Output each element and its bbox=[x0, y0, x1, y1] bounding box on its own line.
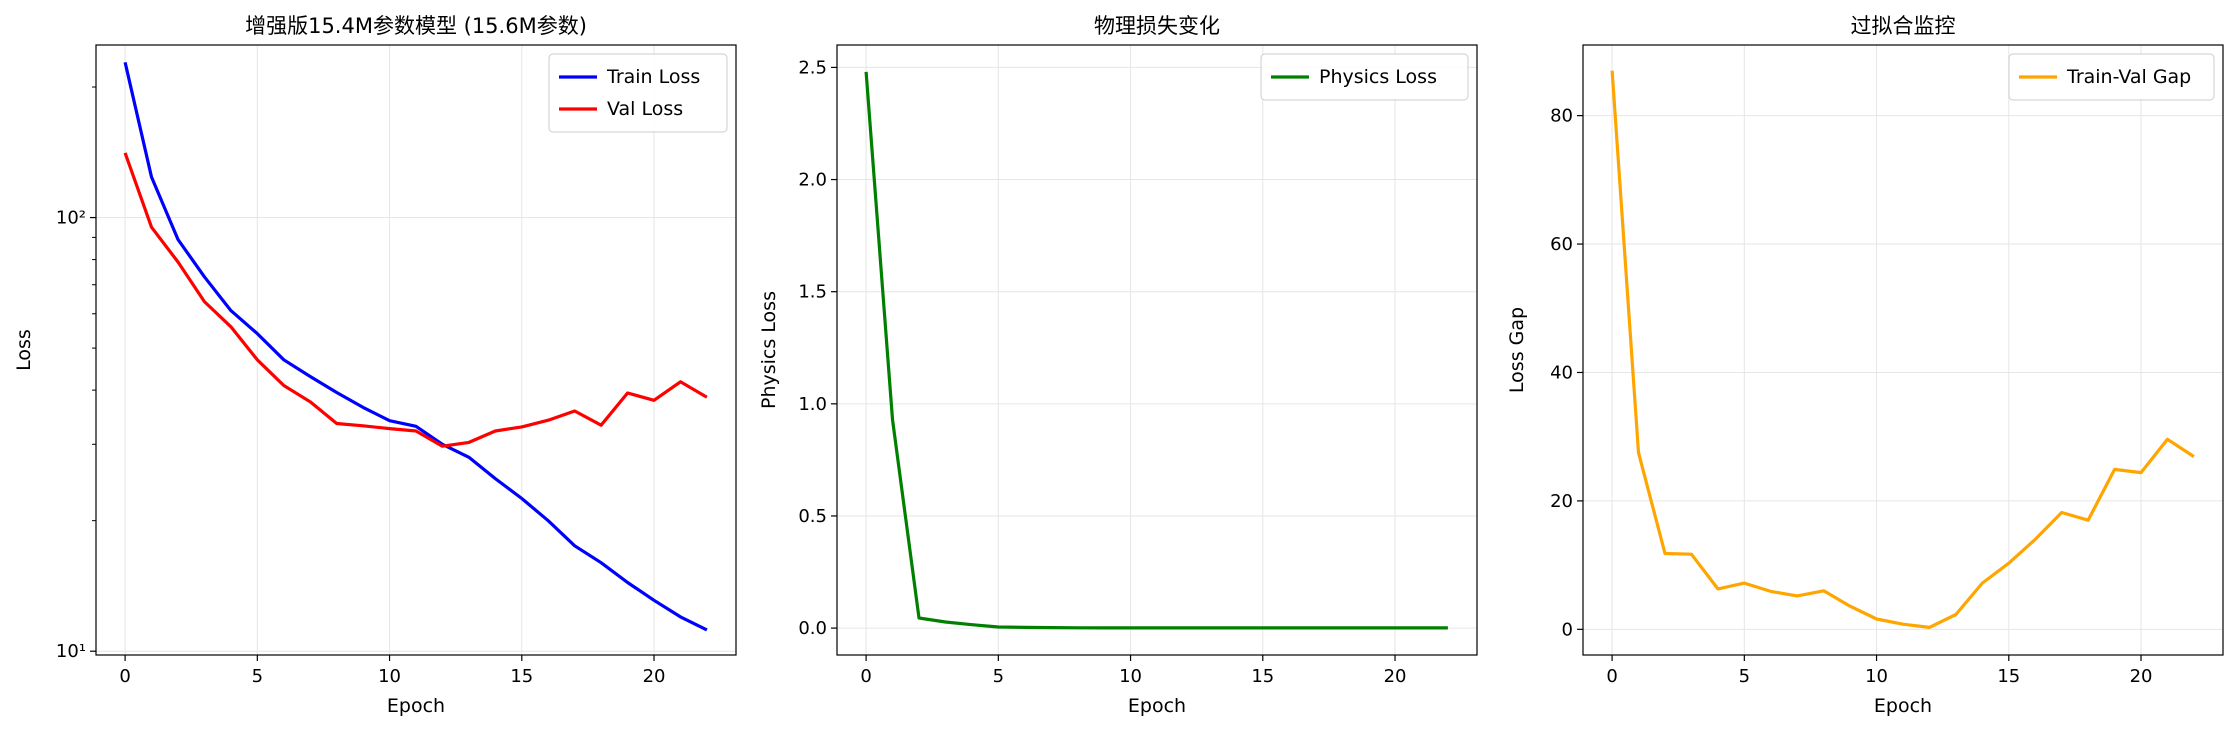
panel-physics-loss: 0 5 10 15 20 0.0 0.5 1.0 1.5 2.0 2.5 物理损失变化 Epoch Phy… bbox=[758, 14, 1478, 717]
x-tick-label: 20 bbox=[643, 666, 666, 687]
y-tick-label: 1.0 bbox=[798, 394, 827, 415]
plot-frame bbox=[1582, 44, 2224, 656]
panel-overfit-monitor: 0 5 10 15 20 0 20 40 60 80 过拟合监控 Epoch Loss Gap Train… bbox=[1506, 14, 2224, 717]
y-tick-label: 10² bbox=[56, 208, 86, 229]
x-tick-label: 5 bbox=[1739, 666, 1750, 687]
legend-box bbox=[2008, 53, 2215, 101]
x-tick-label: 10 bbox=[1865, 666, 1888, 687]
y-tick-label: 0.0 bbox=[798, 618, 827, 639]
y-tick-label: 40 bbox=[1550, 362, 1573, 383]
legend-box bbox=[1260, 53, 1469, 101]
y-tick-label: 0 bbox=[1562, 619, 1573, 640]
x-tick-label: 15 bbox=[1997, 666, 2020, 687]
x-tick-label: 5 bbox=[993, 666, 1004, 687]
legend-label: Physics Loss bbox=[1319, 66, 1437, 88]
panel-loss: 0 5 10 15 20 10¹ 10² 增强版15.4M参数模型 (15.6M参数) Epoc… bbox=[13, 14, 737, 717]
legend: Train Loss Val Loss bbox=[548, 53, 728, 133]
x-tick-label: 0 bbox=[860, 666, 871, 687]
y-tick-label: 2.5 bbox=[798, 57, 827, 78]
x-tick-label: 0 bbox=[1606, 666, 1617, 687]
y-axis-label: Loss Gap bbox=[1506, 307, 1528, 393]
x-axis-label: Epoch bbox=[1874, 695, 1932, 717]
plot-frame bbox=[95, 44, 737, 656]
x-tick-label: 10 bbox=[378, 666, 401, 687]
x-tick-label: 15 bbox=[510, 666, 533, 687]
y-axis-label: Loss bbox=[13, 329, 35, 371]
x-axis-label: Epoch bbox=[1128, 695, 1186, 717]
x-tick-label: 5 bbox=[252, 666, 263, 687]
x-tick-label: 20 bbox=[2130, 666, 2153, 687]
chart-title: 过拟合监控 bbox=[1851, 14, 1956, 38]
x-tick-label: 20 bbox=[1384, 666, 1407, 687]
y-tick-label: 1.5 bbox=[798, 282, 827, 303]
legend-label: Train Loss bbox=[606, 66, 700, 88]
series-line-physics-loss bbox=[864, 71, 1448, 630]
chart-title: 物理损失变化 bbox=[1094, 14, 1220, 38]
y-tick-label: 20 bbox=[1550, 491, 1573, 512]
x-tick-label: 15 bbox=[1251, 666, 1274, 687]
x-tick-label: 10 bbox=[1119, 666, 1142, 687]
y-tick-label: 2.0 bbox=[798, 170, 827, 191]
y-axis-label: Physics Loss bbox=[758, 291, 780, 409]
y-tick-label: 10¹ bbox=[56, 641, 86, 662]
plot-frame bbox=[836, 44, 1478, 656]
legend: Train-Val Gap bbox=[2008, 53, 2215, 101]
chart-title: 增强版15.4M参数模型 (15.6M参数) bbox=[245, 14, 587, 38]
y-tick-label: 60 bbox=[1550, 234, 1573, 255]
legend-box bbox=[548, 53, 728, 133]
x-tick-label: 0 bbox=[119, 666, 130, 687]
series-line-val-loss bbox=[123, 152, 708, 448]
legend-label: Train-Val Gap bbox=[2066, 66, 2191, 88]
x-axis-label: Epoch bbox=[387, 695, 445, 717]
legend: Physics Loss bbox=[1260, 53, 1469, 101]
series-line-train-val-gap bbox=[1610, 70, 2195, 630]
legend-label: Val Loss bbox=[607, 98, 683, 120]
y-tick-label: 80 bbox=[1550, 106, 1573, 127]
series-line-train-loss bbox=[123, 61, 708, 632]
y-tick-label: 0.5 bbox=[798, 506, 827, 527]
